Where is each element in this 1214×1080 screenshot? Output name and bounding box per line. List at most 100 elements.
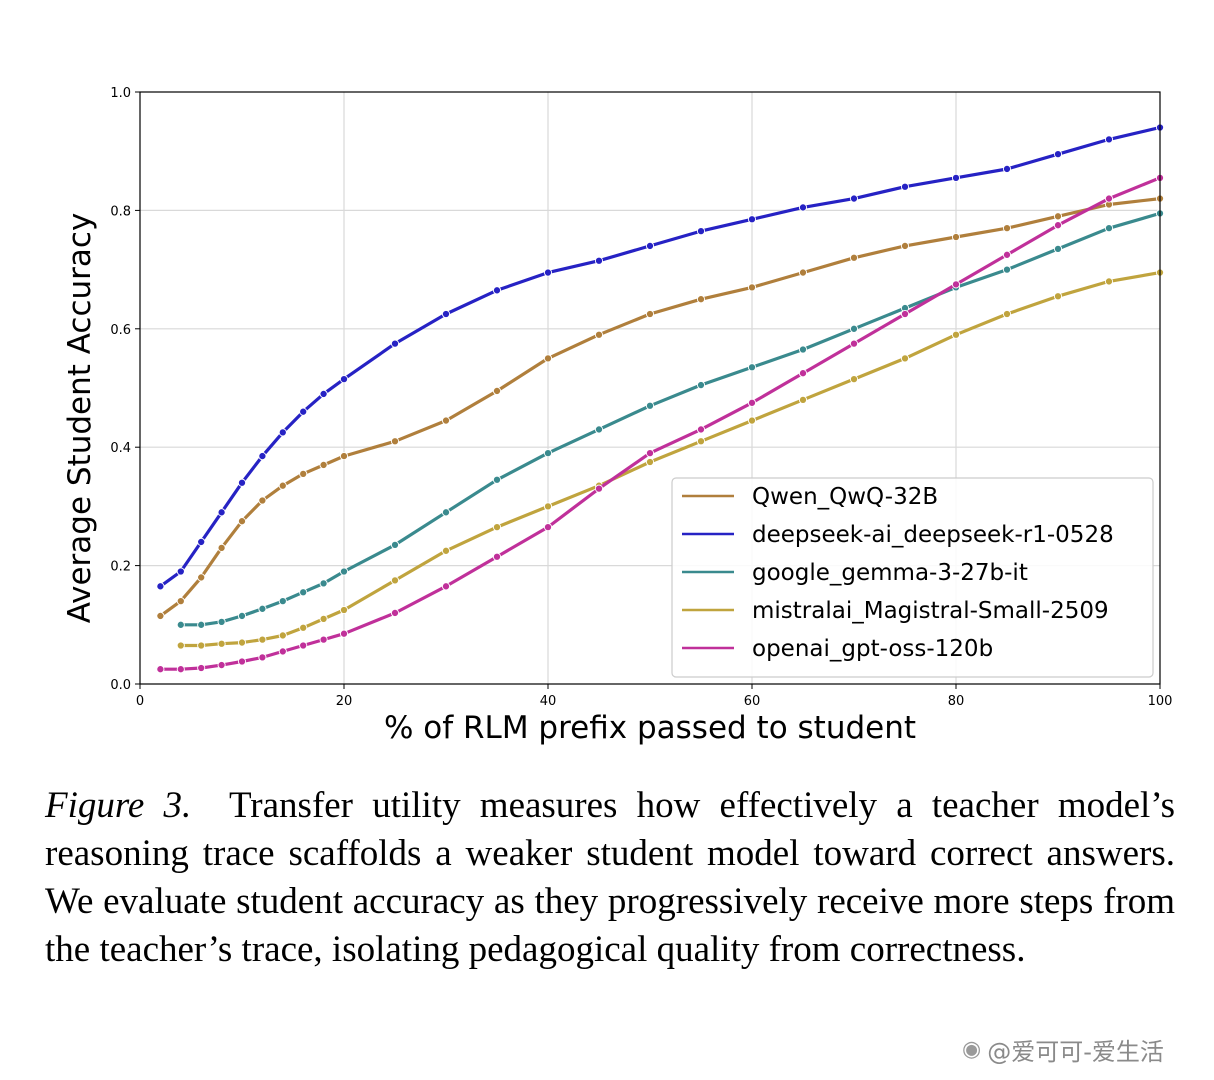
data-point xyxy=(217,508,226,517)
data-point xyxy=(594,425,604,434)
data-point xyxy=(1053,292,1063,301)
data-point xyxy=(237,517,247,526)
data-point xyxy=(217,617,226,626)
data-point xyxy=(798,395,808,404)
data-point xyxy=(390,540,400,549)
data-point xyxy=(1053,212,1063,221)
data-point xyxy=(176,620,185,629)
data-point xyxy=(951,232,961,242)
x-tick-label: 40 xyxy=(540,694,557,709)
data-point xyxy=(217,543,226,552)
data-point xyxy=(849,253,859,262)
data-point xyxy=(258,653,267,662)
data-point xyxy=(237,611,247,620)
data-point xyxy=(197,620,206,629)
plot-frame xyxy=(139,91,1161,685)
data-point xyxy=(747,416,757,425)
x-tick-label: 100 xyxy=(1148,694,1173,709)
legend-label: openai_gpt-oss-120b xyxy=(752,636,993,662)
data-point xyxy=(543,354,553,363)
y-axis-title: Average Student Accuracy xyxy=(62,213,98,624)
x-axis-title: % of RLM prefix passed to student xyxy=(384,710,916,746)
watermark: ◉ @爱可可-爱生活 xyxy=(962,1032,1164,1067)
data-point xyxy=(319,635,328,644)
data-point xyxy=(319,460,328,470)
data-point xyxy=(390,339,400,348)
data-point xyxy=(197,663,206,673)
data-point xyxy=(951,173,961,182)
data-point xyxy=(441,508,451,517)
data-point xyxy=(441,416,451,425)
data-point xyxy=(176,597,185,606)
y-tick-label: 0.8 xyxy=(110,204,131,219)
data-point xyxy=(156,665,165,674)
data-point xyxy=(258,604,267,613)
series-line xyxy=(158,197,1162,618)
data-point xyxy=(798,369,808,378)
data-point xyxy=(390,437,400,446)
data-point xyxy=(258,496,267,505)
data-point xyxy=(492,286,502,295)
line-chart: 0 20 40 60 80 100 0.0 0.2 0.4 0.6 0.8 1.0 % of RLM … xyxy=(62,86,1172,746)
data-point xyxy=(1104,135,1114,144)
data-point xyxy=(1053,221,1063,230)
data-point xyxy=(278,597,287,606)
legend-label: deepseek-ai_deepseek-r1-0528 xyxy=(752,522,1114,548)
data-point xyxy=(258,635,267,644)
data-point xyxy=(543,523,553,532)
y-tick-label: 0.2 xyxy=(110,560,131,575)
data-point xyxy=(798,268,808,277)
data-point xyxy=(217,639,226,648)
data-point xyxy=(299,623,308,632)
data-point xyxy=(900,182,910,191)
data-point xyxy=(594,330,604,339)
data-point xyxy=(1002,164,1012,174)
data-point xyxy=(258,452,267,461)
data-point xyxy=(319,389,328,398)
data-point xyxy=(747,215,757,224)
data-point xyxy=(900,354,910,363)
data-point xyxy=(299,588,308,597)
x-tick-label: 80 xyxy=(948,694,965,709)
data-point xyxy=(278,428,287,437)
series-0 xyxy=(156,194,1165,620)
data-point xyxy=(747,398,757,407)
data-point xyxy=(1002,309,1012,319)
y-tick-label: 0.6 xyxy=(110,323,131,338)
data-point xyxy=(543,268,553,277)
data-point xyxy=(237,638,247,647)
data-point xyxy=(299,407,308,416)
data-point xyxy=(156,582,165,591)
data-point xyxy=(696,380,706,390)
series-4 xyxy=(156,173,1165,674)
series-3 xyxy=(176,268,1165,650)
data-point xyxy=(747,363,757,372)
axis-ticks: 0 20 40 60 80 100 0.0 0.2 0.4 0.6 0.8 1.0 xyxy=(110,86,1172,709)
caption-text: Transfer utility measures how effectivel… xyxy=(45,785,1175,970)
data-point xyxy=(645,457,655,467)
data-point xyxy=(696,295,706,304)
y-tick-label: 0.0 xyxy=(110,678,131,693)
weibo-logo-icon: ◉ xyxy=(962,1037,982,1062)
data-point xyxy=(339,375,349,384)
series-1 xyxy=(156,123,1165,591)
data-point xyxy=(1053,244,1063,253)
legend-label: Qwen_QwQ-32B xyxy=(752,484,938,510)
data-point xyxy=(390,576,400,585)
data-point xyxy=(543,449,553,458)
data-point xyxy=(339,567,349,576)
data-point xyxy=(299,641,308,650)
data-point xyxy=(798,203,808,212)
data-point xyxy=(339,605,349,615)
data-point xyxy=(594,256,604,265)
data-point xyxy=(176,641,185,650)
data-point xyxy=(645,241,655,250)
x-tick-label: 20 xyxy=(336,694,353,709)
data-point xyxy=(798,345,808,354)
data-point xyxy=(645,449,655,458)
legend-box xyxy=(671,477,1154,678)
data-point xyxy=(1053,150,1063,159)
figure-caption: Figure 3. Transfer utility measures how … xyxy=(45,782,1175,974)
series-layer xyxy=(156,123,1165,674)
data-point xyxy=(951,280,961,289)
